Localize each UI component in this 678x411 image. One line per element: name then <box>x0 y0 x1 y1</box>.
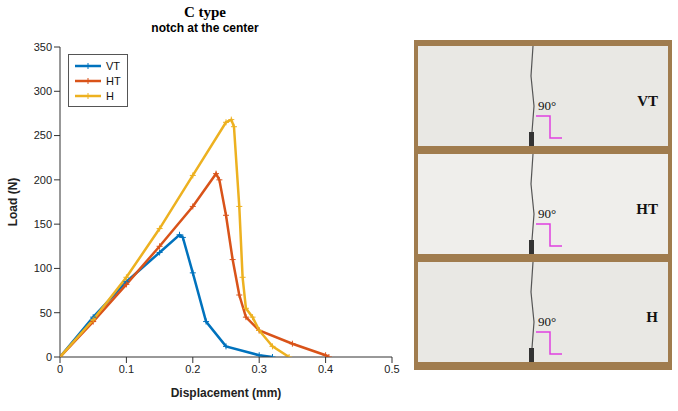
html-text:C type: C type <box>184 4 226 20</box>
svg-text:200: 200 <box>34 174 52 186</box>
html-text:H: H <box>106 89 114 102</box>
html-text:HT: HT <box>106 74 121 87</box>
svg-text:Load (N): Load (N) <box>6 178 20 227</box>
svg-text:100: 100 <box>34 262 52 274</box>
svg-text:H: H <box>646 309 658 325</box>
svg-text:150: 150 <box>34 218 52 230</box>
svg-text:0.1: 0.1 <box>119 363 134 375</box>
svg-text:250: 250 <box>34 129 52 141</box>
svg-text:50: 50 <box>40 307 52 319</box>
svg-text:HT: HT <box>636 201 658 217</box>
html-text:VT: VT <box>106 59 121 72</box>
svg-text:0.4: 0.4 <box>318 363 333 375</box>
svg-text:VT: VT <box>637 93 658 109</box>
svg-text:0.2: 0.2 <box>185 363 200 375</box>
svg-text:300: 300 <box>34 85 52 97</box>
svg-text:0.5: 0.5 <box>384 363 399 375</box>
html-text:notch at the center: notch at the center <box>151 21 259 35</box>
svg-text:350: 350 <box>34 42 52 53</box>
svg-text:0.3: 0.3 <box>252 363 267 375</box>
svg-text:90°: 90° <box>538 314 556 329</box>
svg-text:0: 0 <box>57 363 63 375</box>
svg-text:0: 0 <box>46 351 52 363</box>
svg-text:90°: 90° <box>538 206 556 221</box>
svg-text:Displacement (mm): Displacement (mm) <box>171 386 282 400</box>
svg-text:90°: 90° <box>538 98 556 113</box>
